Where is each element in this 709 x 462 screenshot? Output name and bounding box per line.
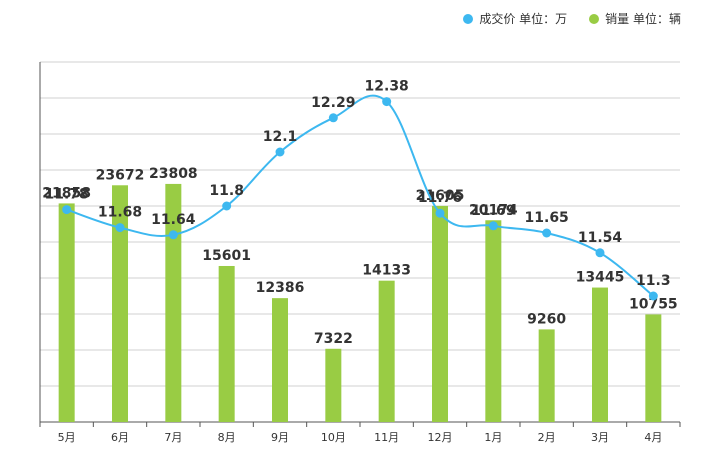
legend-label-sales: 销量 单位：辆 bbox=[605, 12, 681, 26]
bar-value-label: 20174 bbox=[469, 202, 518, 218]
legend-marker-sales bbox=[589, 13, 600, 24]
line-value-label: 12.1 bbox=[263, 129, 298, 145]
x-tick-label: 9月 bbox=[271, 431, 289, 444]
x-tick-label: 2月 bbox=[538, 431, 556, 444]
legend-marker-price bbox=[463, 13, 474, 24]
line-point[interactable] bbox=[115, 223, 125, 233]
bar-value-label: 12386 bbox=[256, 280, 305, 296]
bar-value-label: 10755 bbox=[629, 296, 678, 312]
bar-value-label: 15601 bbox=[202, 248, 251, 264]
line-value-label: 11.54 bbox=[578, 230, 623, 246]
line-value-label: 12.29 bbox=[311, 95, 355, 111]
line-point[interactable] bbox=[488, 221, 498, 231]
line-value-label: 11.64 bbox=[151, 212, 196, 228]
price-line bbox=[66, 94, 654, 297]
line-point[interactable] bbox=[168, 230, 178, 240]
line-point[interactable] bbox=[382, 97, 392, 107]
line-point[interactable] bbox=[62, 205, 72, 215]
legend-label-price: 成交价 单位：万 bbox=[479, 12, 568, 26]
line-value-label: 12.38 bbox=[365, 79, 409, 95]
bar[interactable] bbox=[112, 185, 128, 422]
legend-item-sales[interactable]: 销量 单位：辆 bbox=[589, 10, 681, 27]
legend: 成交价 单位：万 销量 单位：辆 bbox=[463, 10, 681, 27]
x-tick-label: 10月 bbox=[321, 431, 346, 444]
bar-value-label: 13445 bbox=[576, 270, 625, 286]
line-point[interactable] bbox=[542, 228, 552, 238]
x-tick-label: 3月 bbox=[591, 431, 609, 444]
x-tick-label: 7月 bbox=[164, 431, 182, 444]
line-value-label: 11.8 bbox=[209, 183, 244, 199]
bar[interactable] bbox=[378, 280, 395, 422]
x-tick-label: 11月 bbox=[374, 431, 399, 444]
bar[interactable] bbox=[58, 203, 75, 422]
x-tick-label: 1月 bbox=[484, 431, 502, 444]
bar-value-label: 23672 bbox=[96, 167, 145, 183]
line-point[interactable] bbox=[275, 147, 285, 157]
line-value-label: 11.68 bbox=[98, 205, 142, 221]
bar-value-label: 14133 bbox=[362, 263, 411, 279]
bar[interactable] bbox=[325, 348, 342, 422]
bar-value-label: 23808 bbox=[149, 166, 198, 182]
line-value-label: 11.65 bbox=[525, 210, 569, 226]
x-tick-label: 12月 bbox=[428, 431, 453, 444]
bar[interactable] bbox=[165, 183, 182, 422]
bar[interactable] bbox=[218, 265, 235, 422]
x-tick-label: 4月 bbox=[644, 431, 662, 444]
bar[interactable] bbox=[432, 205, 448, 422]
bar-value-label: 9260 bbox=[527, 311, 566, 327]
legend-item-price[interactable]: 成交价 单位：万 bbox=[463, 10, 567, 27]
bar[interactable] bbox=[592, 287, 608, 422]
x-tick-label: 8月 bbox=[218, 431, 236, 444]
line-point[interactable] bbox=[648, 291, 658, 301]
line-point[interactable] bbox=[595, 248, 605, 258]
bar[interactable] bbox=[485, 220, 502, 422]
bar[interactable] bbox=[645, 314, 662, 422]
line-value-label: 11.69 bbox=[471, 203, 515, 219]
line-point[interactable] bbox=[435, 208, 445, 218]
bar[interactable] bbox=[538, 329, 555, 422]
x-tick-label: 6月 bbox=[111, 431, 129, 444]
line-value-label: 11.3 bbox=[636, 273, 671, 289]
bar[interactable] bbox=[272, 298, 288, 422]
bar-value-label: 21858 bbox=[42, 185, 91, 201]
bar-value-label: 7322 bbox=[314, 331, 353, 347]
line-point[interactable] bbox=[222, 201, 232, 211]
line-value-label: 11.78 bbox=[45, 187, 89, 203]
line-point[interactable] bbox=[328, 113, 338, 123]
line-value-label: 11.76 bbox=[418, 190, 462, 206]
x-tick-label: 5月 bbox=[58, 431, 76, 444]
